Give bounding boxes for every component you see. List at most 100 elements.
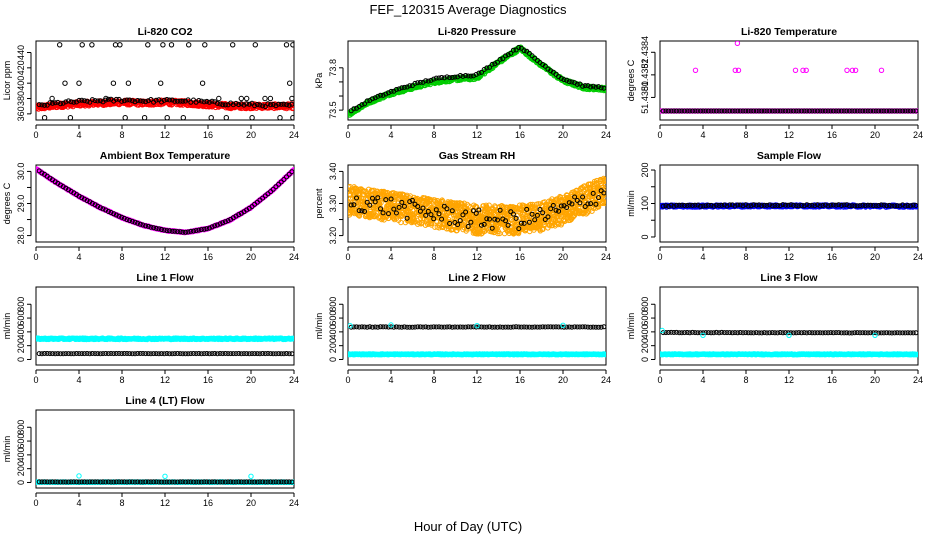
average-point	[362, 209, 367, 214]
x-tick-label: 4	[388, 375, 393, 385]
outlier-point	[290, 42, 294, 48]
x-tick-label: 8	[119, 130, 124, 140]
average-point	[804, 108, 810, 114]
average-point	[471, 208, 476, 214]
data-point	[376, 201, 383, 207]
average-point	[151, 225, 157, 231]
average-point	[785, 108, 791, 114]
average-point	[817, 108, 823, 114]
outlier-point	[223, 115, 229, 120]
average-point	[183, 229, 188, 235]
average-point	[58, 101, 63, 107]
average-point	[172, 98, 178, 104]
average-point	[905, 203, 911, 208]
data-point	[595, 204, 602, 210]
average-point	[593, 201, 599, 207]
average-point	[262, 351, 268, 357]
average-point	[542, 63, 548, 69]
average-point	[822, 108, 828, 114]
outlier-point	[186, 42, 192, 48]
x-tick-label: 0	[345, 252, 350, 262]
average-point	[553, 207, 559, 213]
average-point	[854, 203, 860, 209]
average-point	[759, 203, 765, 209]
average-point	[844, 108, 850, 114]
average-point	[388, 196, 394, 202]
data-point	[411, 216, 417, 222]
average-point	[391, 206, 397, 212]
average-point	[582, 204, 588, 209]
average-point	[89, 351, 95, 356]
average-point	[175, 229, 180, 235]
average-point	[759, 108, 765, 114]
average-point	[362, 101, 367, 107]
panel-title: Line 1 Flow	[136, 272, 194, 284]
average-point	[860, 108, 866, 114]
average-point	[71, 99, 77, 105]
outlier-point	[141, 115, 148, 120]
data-point	[443, 212, 449, 219]
average-point	[756, 108, 762, 114]
x-tick-label: 0	[657, 130, 662, 140]
average-point	[524, 206, 530, 212]
average-point	[52, 351, 58, 357]
panel-title: Ambient Box Temperature	[100, 150, 231, 162]
average-point	[132, 99, 138, 105]
data-point	[601, 195, 606, 202]
average-point	[214, 351, 220, 357]
average-point	[727, 202, 733, 208]
average-point	[441, 75, 447, 81]
average-point	[108, 351, 114, 356]
average-point	[884, 203, 890, 209]
average-point	[185, 351, 191, 357]
average-point	[143, 223, 149, 229]
average-point	[666, 108, 671, 114]
average-point	[735, 108, 741, 114]
average-point	[820, 203, 826, 208]
average-point	[801, 108, 807, 114]
y-tick-label: 100	[640, 196, 650, 211]
average-point	[913, 108, 918, 114]
average-point	[222, 351, 228, 356]
average-point	[180, 351, 186, 357]
average-point	[228, 351, 234, 357]
average-point	[212, 223, 218, 229]
y-axis-label: ml/min	[314, 313, 324, 340]
average-point	[204, 226, 210, 232]
x-tick-label: 16	[515, 252, 525, 262]
outlier-point	[145, 42, 151, 48]
average-point	[44, 351, 50, 356]
data-point	[439, 198, 446, 204]
average-point	[273, 351, 279, 357]
average-point	[796, 203, 802, 209]
x-tick-label: 0	[345, 375, 350, 385]
average-point	[97, 351, 103, 357]
average-point	[417, 79, 423, 85]
average-point	[716, 203, 722, 208]
average-point	[679, 108, 685, 114]
average-point	[684, 108, 690, 114]
average-point	[364, 98, 370, 104]
average-point	[145, 223, 151, 229]
average-point	[447, 221, 453, 226]
average-point	[212, 351, 218, 356]
average-point	[666, 203, 671, 209]
average-point	[113, 351, 119, 356]
average-point	[113, 96, 119, 102]
average-point	[276, 351, 282, 357]
average-point	[468, 219, 474, 225]
average-point	[439, 75, 445, 80]
average-point	[521, 48, 527, 54]
average-point	[225, 218, 231, 224]
average-point	[713, 202, 719, 208]
average-point	[198, 98, 204, 104]
average-point	[217, 221, 223, 227]
average-point	[289, 351, 294, 357]
y-tick-label: 0	[328, 357, 338, 362]
average-point	[846, 108, 852, 114]
average-point	[135, 98, 141, 103]
average-point	[204, 351, 210, 356]
average-point	[386, 211, 391, 217]
average-point	[868, 202, 874, 208]
average-point	[785, 202, 791, 208]
